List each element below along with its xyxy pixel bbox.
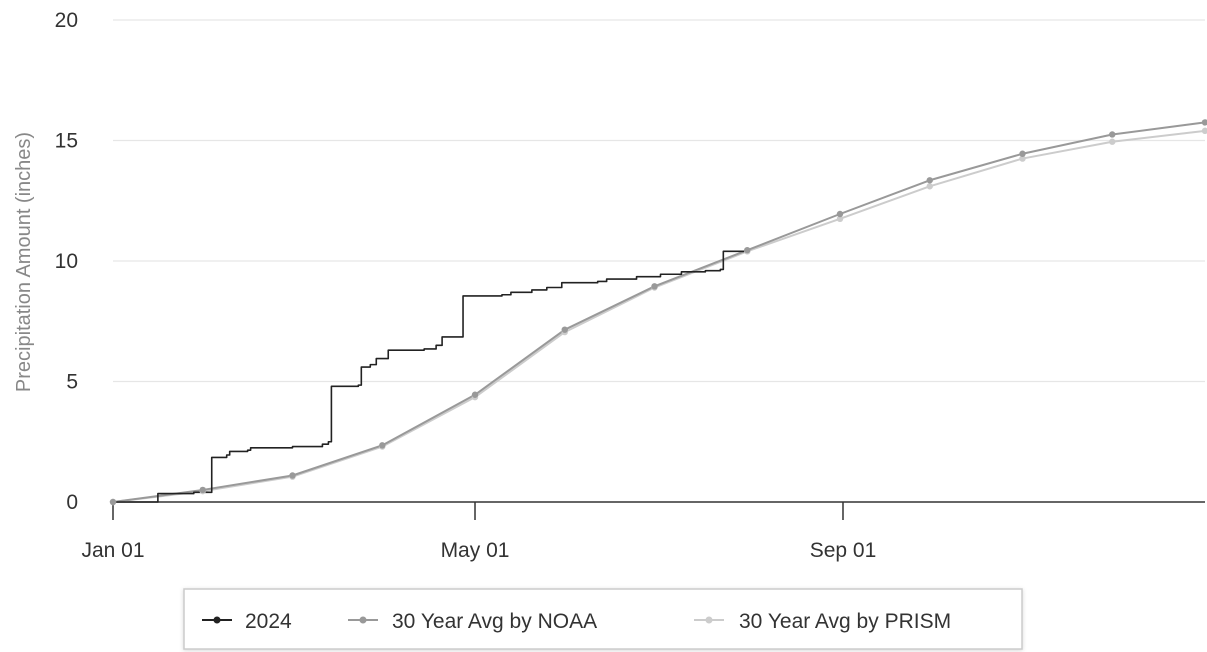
- data-point: [836, 210, 844, 218]
- data-point: [651, 283, 658, 290]
- series-markers: [109, 119, 1207, 506]
- data-point: [561, 326, 568, 333]
- y-tick-label: 0: [66, 491, 78, 514]
- legend-item-1[interactable]: 30 Year Avg by NOAA: [348, 610, 597, 633]
- y-tick-label: 15: [55, 130, 78, 153]
- y-axis-title: Precipitation Amount (inches): [13, 132, 35, 392]
- y-tick-label: 5: [66, 371, 78, 394]
- data-point: [1109, 131, 1116, 138]
- legend-swatch-marker: [705, 616, 713, 624]
- data-point: [744, 246, 751, 254]
- legend-box: [183, 588, 1023, 650]
- data-point: [926, 183, 933, 190]
- legend-item-0[interactable]: 2024: [202, 610, 292, 633]
- data-point: [471, 391, 479, 398]
- legend-label: 2024: [245, 610, 292, 633]
- series-lines: [112, 121, 1206, 503]
- legend: 2024 30 Year Avg by NOAA 30 Year Avg by PR…: [183, 588, 1023, 650]
- data-point: [1201, 127, 1207, 135]
- x-tick-label: Sep 01: [810, 539, 877, 562]
- x-tick-label: May 01: [441, 539, 510, 562]
- x-tick-label: Jan 01: [81, 539, 144, 562]
- y-tick-label: 20: [55, 9, 78, 32]
- data-point: [1109, 138, 1116, 145]
- legend-swatch-marker: [213, 616, 221, 624]
- axes: 0 5 10 15 20 Jan 01 May 01 Sep 01: [55, 9, 1205, 562]
- legend-label: 30 Year Avg by PRISM: [739, 610, 951, 633]
- data-point: [926, 177, 933, 184]
- legend-label: 30 Year Avg by NOAA: [392, 610, 597, 633]
- data-point: [199, 486, 206, 494]
- data-point: [289, 472, 296, 479]
- data-point: [379, 442, 386, 449]
- data-point: [109, 498, 117, 506]
- legend-swatch-marker: [359, 616, 367, 624]
- series-line-1: [112, 121, 1206, 503]
- series-line-0: [113, 250, 749, 503]
- legend-item-2[interactable]: 30 Year Avg by PRISM: [694, 610, 951, 633]
- data-point: [836, 215, 844, 223]
- y-tick-label: 10: [55, 250, 78, 273]
- data-point: [1019, 155, 1026, 162]
- data-point: [1019, 150, 1026, 157]
- series-line-2: [112, 129, 1206, 503]
- grid-lines: [113, 19, 1205, 383]
- data-point: [1201, 119, 1207, 126]
